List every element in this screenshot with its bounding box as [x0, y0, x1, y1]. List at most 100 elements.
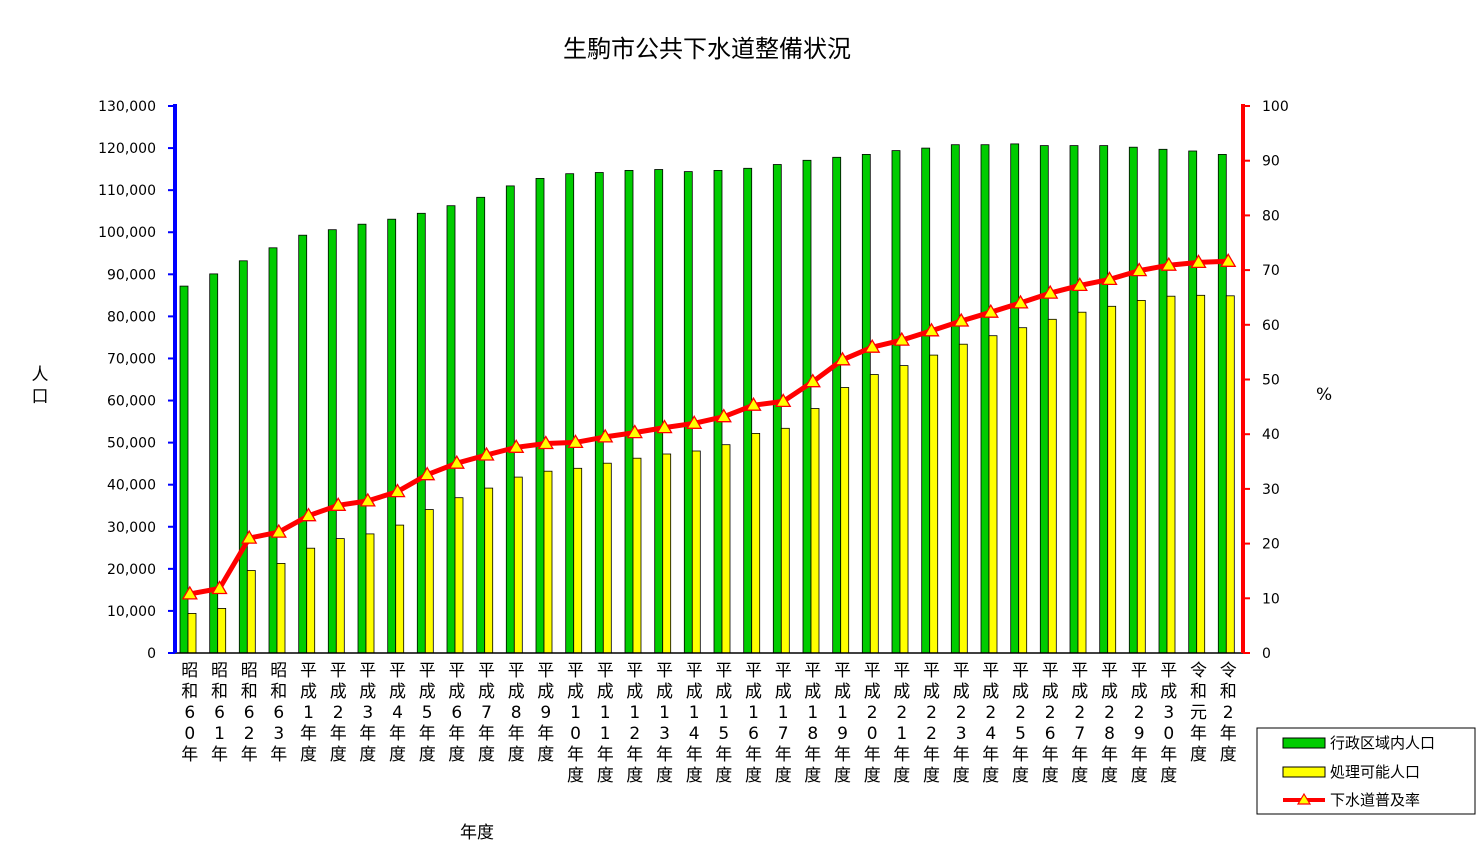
- category-label-19: 平成 1 6 年度: [745, 661, 762, 786]
- rate-marker-16: [656, 419, 673, 434]
- bar-served-9: [454, 497, 464, 654]
- y-tick-label-7: 70,000: [107, 351, 156, 367]
- bar-served-8: [424, 509, 434, 654]
- rate-marker-25: [923, 322, 940, 337]
- bar-pop-30: [1069, 145, 1079, 654]
- bar-served-13: [573, 467, 583, 654]
- bar-pop-13: [565, 173, 575, 654]
- rate-line: [181, 253, 1237, 600]
- x-axis-label: 年度: [460, 823, 494, 843]
- y2-tick-label-10: 100: [1262, 99, 1289, 115]
- category-label-29: 平成 2 6 年度: [1042, 661, 1059, 786]
- legend-swatch-bar1: [1282, 737, 1326, 749]
- category-label-12: 平成 9 年度: [537, 661, 554, 765]
- rate-marker-1: [211, 580, 228, 595]
- category-label-10: 平成 7 年度: [478, 661, 495, 765]
- bar-pop-28: [1010, 143, 1020, 654]
- category-label-32: 平成 2 9 年度: [1131, 661, 1148, 786]
- bar-served-6: [365, 533, 375, 654]
- category-label-33: 平成 3 0 年度: [1160, 661, 1177, 786]
- category-label-16: 平成 1 3 年度: [656, 661, 673, 786]
- category-label-0: 昭和 6 0 年: [181, 661, 198, 765]
- y2-axis-label: %: [1316, 385, 1332, 405]
- y2-tick-label-8: 80: [1262, 208, 1280, 224]
- rate-marker-3: [270, 523, 287, 538]
- category-label-8: 平成 5 年度: [419, 661, 436, 765]
- rate-marker-7: [389, 483, 406, 498]
- bar-served-35: [1225, 295, 1235, 654]
- y2-tick-label-6: 60: [1262, 318, 1280, 334]
- bar-pop-34: [1188, 150, 1198, 654]
- y-tick-label-4: 40,000: [107, 478, 156, 494]
- bar-served-24: [899, 365, 909, 654]
- bar-pop-25: [921, 147, 931, 654]
- bar-served-14: [602, 462, 612, 654]
- category-label-17: 平成 1 4 年度: [686, 661, 703, 786]
- category-label-7: 平成 4 年度: [389, 661, 406, 765]
- bar-pop-6: [357, 223, 367, 654]
- rate-marker-11: [508, 439, 525, 453]
- category-label-21: 平成 1 8 年度: [804, 661, 821, 786]
- rate-marker-21: [804, 373, 821, 388]
- axes: [168, 104, 1250, 654]
- rate-marker-31: [1101, 271, 1118, 286]
- category-label-22: 平成 1 9 年度: [834, 661, 851, 786]
- rate-marker-8: [419, 466, 436, 481]
- category-label-31: 平成 2 8 年度: [1101, 661, 1118, 786]
- rate-marker-2: [241, 529, 258, 544]
- rate-marker-6: [359, 492, 376, 507]
- category-label-34: 令和元年度: [1190, 661, 1207, 765]
- bar-served-1: [217, 608, 227, 654]
- y-tick-label-12: 120,000: [98, 141, 156, 157]
- rate-marker-14: [597, 428, 614, 443]
- rate-marker-24: [893, 331, 910, 346]
- y-tick-label-0: 0: [147, 646, 156, 662]
- y2-tick-label-7: 70: [1262, 263, 1280, 279]
- bar-pop-4: [298, 234, 308, 654]
- category-label-27: 平成 2 4 年度: [982, 661, 999, 786]
- rate-marker-9: [448, 454, 465, 469]
- bar-pop-3: [268, 247, 278, 654]
- rate-marker-20: [775, 393, 792, 408]
- y2-tick-label-3: 30: [1262, 482, 1280, 498]
- bar-served-21: [810, 408, 820, 654]
- category-label-1: 昭和 6 1 年: [211, 661, 228, 765]
- bar-served-29: [1047, 318, 1057, 654]
- legend-marker: [1296, 792, 1312, 805]
- bar-pop-10: [476, 196, 486, 654]
- y-tick-label-3: 30,000: [107, 520, 156, 536]
- bar-served-34: [1196, 294, 1206, 654]
- bar-served-4: [306, 547, 316, 654]
- rate-marker-0: [181, 585, 198, 600]
- bars: [179, 143, 1235, 654]
- bar-pop-33: [1158, 148, 1168, 654]
- legend-label-bar1: 行政区域内人口: [1330, 734, 1435, 752]
- bar-pop-17: [683, 171, 693, 654]
- y-tick-label-5: 50,000: [107, 436, 156, 452]
- bar-pop-22: [832, 156, 842, 654]
- bar-pop-18: [713, 169, 723, 654]
- chart-title: 生駒市公共下水道整備状況: [563, 35, 851, 63]
- category-label-24: 平成 2 1 年度: [893, 661, 910, 786]
- category-label-5: 平成 2 年度: [330, 661, 347, 765]
- category-label-20: 平成 1 7 年度: [775, 661, 792, 786]
- bar-served-16: [662, 453, 672, 654]
- legend-label-bar2: 処理可能人口: [1330, 763, 1420, 781]
- bar-served-11: [513, 476, 523, 654]
- category-label-14: 平成 1 1 年度: [597, 661, 614, 786]
- bar-pop-26: [950, 144, 960, 654]
- y-tick-label-13: 130,000: [98, 99, 156, 115]
- bar-pop-2: [238, 260, 248, 654]
- bar-served-20: [780, 427, 790, 654]
- bar-served-10: [484, 487, 494, 654]
- rate-marker-18: [715, 408, 732, 423]
- category-label-28: 平成 2 5 年度: [1012, 661, 1029, 786]
- bar-pop-20: [772, 164, 782, 654]
- bar-pop-24: [891, 150, 901, 654]
- legend-label-line: 下水道普及率: [1330, 791, 1420, 809]
- bar-served-27: [988, 335, 998, 654]
- bar-served-7: [395, 524, 405, 654]
- bar-served-18: [721, 444, 731, 654]
- bar-served-15: [632, 457, 642, 654]
